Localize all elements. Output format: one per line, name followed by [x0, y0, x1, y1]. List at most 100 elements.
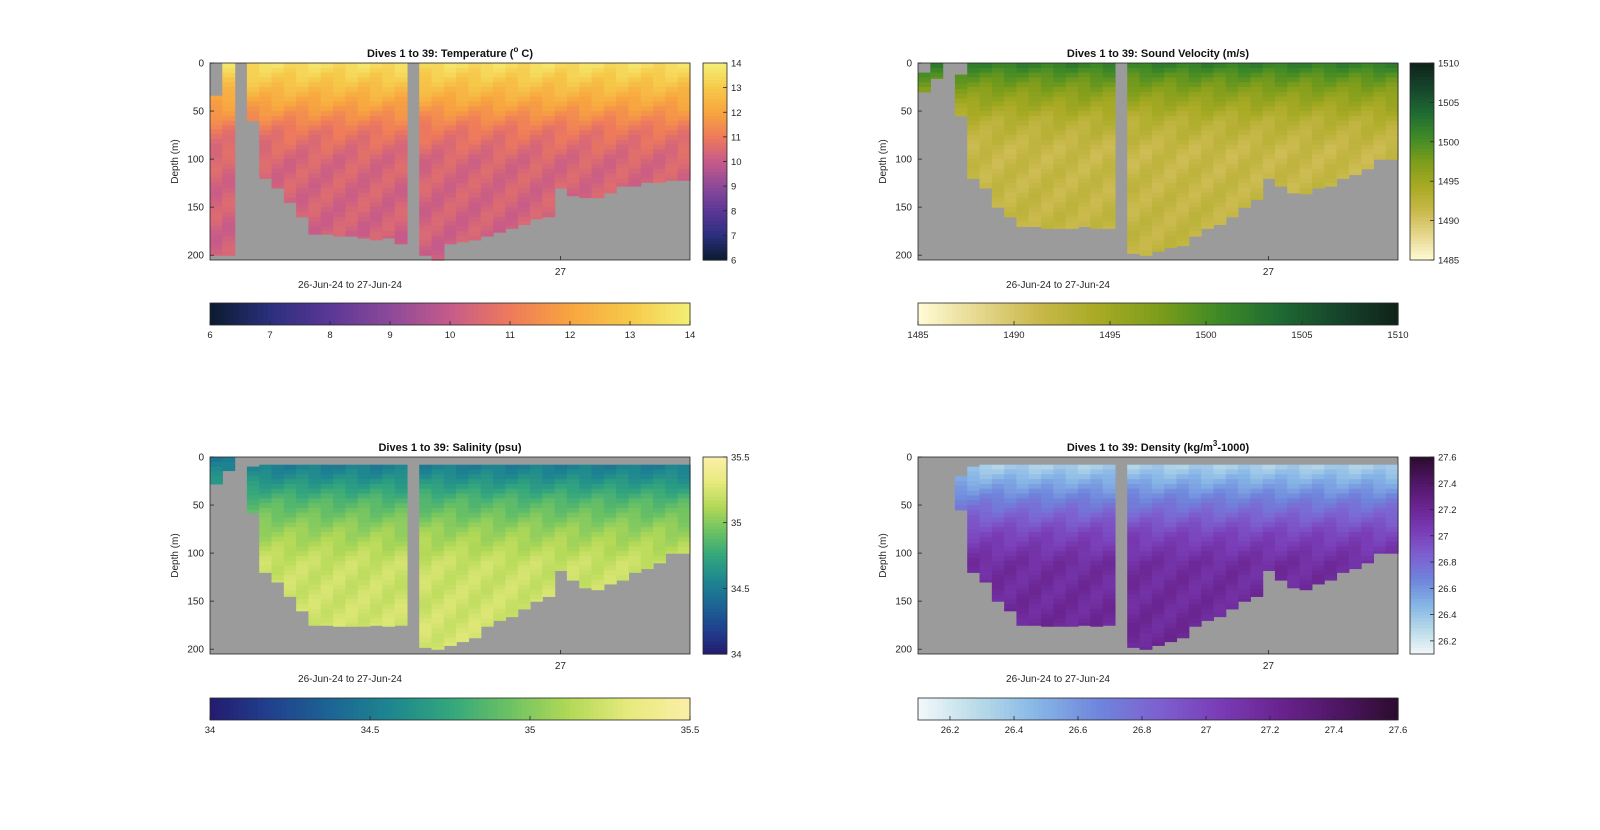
heatmap-cell	[1361, 488, 1374, 495]
heatmap-cell	[1127, 594, 1141, 600]
colorbar-segment	[1410, 102, 1434, 107]
colorbar-segment	[703, 99, 727, 103]
heatmap-cell	[394, 197, 408, 203]
heatmap-cell	[382, 498, 396, 504]
heatmap-cell	[1238, 202, 1251, 208]
heatmap-cell	[259, 517, 273, 523]
heatmap-cell	[1274, 77, 1288, 83]
colorbar-segment	[1220, 303, 1226, 325]
heatmap-cell	[259, 546, 273, 552]
colorbar-segment	[1038, 303, 1044, 325]
heatmap-cell	[1028, 488, 1042, 495]
heatmap-cell	[1041, 498, 1054, 504]
heatmap-cell	[653, 488, 666, 495]
heatmap-cell	[246, 485, 260, 492]
heatmap-cell	[1164, 464, 1178, 471]
heatmap-cell	[443, 637, 457, 644]
x-axis-label: 26-Jun-24 to 27-Jun-24	[1006, 280, 1110, 291]
heatmap-cell	[1139, 250, 1153, 256]
heatmap-cell	[210, 177, 223, 183]
heatmap-cell	[1016, 536, 1030, 543]
heatmap-cell	[542, 125, 556, 131]
heatmap-cell	[370, 474, 383, 480]
heatmap-cell	[1213, 584, 1227, 591]
heatmap-cell	[554, 77, 568, 83]
colorbar-segment	[464, 303, 470, 325]
colorbar-segment	[622, 303, 629, 325]
heatmap-cell	[1102, 613, 1116, 620]
heatmap-cell	[1201, 608, 1214, 615]
heatmap-cell	[480, 120, 494, 127]
heatmap-cell	[345, 604, 359, 610]
heatmap-cell	[1299, 507, 1313, 514]
heatmap-cell	[468, 120, 482, 127]
heatmap-cell	[1053, 197, 1067, 203]
heatmap-cell	[1262, 120, 1276, 127]
heatmap-cell	[1139, 106, 1153, 112]
heatmap-cell	[357, 211, 371, 218]
heatmap-cell	[1028, 125, 1042, 131]
heatmap-cell	[1078, 82, 1091, 88]
heatmap-cell	[283, 536, 297, 543]
heatmap-cell	[468, 565, 482, 571]
heatmap-cell	[517, 120, 531, 127]
heatmap-cell	[271, 163, 285, 170]
heatmap-cell	[345, 226, 359, 232]
heatmap-cell	[628, 168, 642, 175]
colorbar-segment	[1410, 617, 1434, 622]
heatmap-cell	[1274, 488, 1288, 495]
heatmap-cell	[1287, 144, 1301, 151]
heatmap-cell	[1151, 589, 1165, 596]
colorbar-segment	[392, 303, 398, 325]
colorbar-segment	[703, 624, 727, 629]
heatmap-cell	[1139, 531, 1153, 538]
heatmap-cell	[480, 111, 494, 117]
heatmap-cell	[640, 106, 654, 112]
colorbar-segment	[1410, 496, 1434, 501]
heatmap-cell	[1225, 464, 1239, 471]
heatmap-cell	[591, 580, 605, 586]
heatmap-cell	[530, 168, 543, 175]
heatmap-cell	[677, 464, 691, 471]
colorbar-segment	[219, 698, 225, 720]
heatmap-cell	[991, 120, 1005, 127]
heatmap-cell	[979, 101, 993, 107]
heatmap-cell	[480, 101, 494, 107]
colorbar-segment	[685, 698, 691, 720]
colorbar-segment	[703, 135, 727, 140]
heatmap-cell	[394, 154, 408, 160]
heatmap-cell	[566, 527, 580, 533]
heatmap-cell	[1102, 115, 1116, 122]
heatmap-cell	[991, 149, 1005, 155]
heatmap-cell	[296, 159, 310, 165]
heatmap-cell	[1250, 498, 1264, 504]
heatmap-cell	[1164, 216, 1178, 223]
colorbar-segment	[1033, 303, 1039, 325]
heatmap-cell	[530, 498, 543, 504]
heatmap-cell	[345, 498, 359, 504]
heatmap-cell	[1361, 111, 1374, 117]
heatmap-cell	[1238, 522, 1251, 528]
heatmap-cell	[419, 599, 433, 605]
heatmap-cell	[1348, 72, 1362, 79]
colorbar-segment	[703, 141, 727, 146]
heatmap-cell	[443, 197, 457, 203]
heatmap-cell	[554, 130, 568, 136]
heatmap-cell	[1139, 135, 1153, 141]
heatmap-cell	[419, 594, 433, 600]
colorbar-segment	[478, 698, 485, 720]
heatmap-cell	[653, 512, 666, 519]
heatmap-cell	[443, 599, 457, 605]
colorbar-segment	[1014, 303, 1020, 325]
heatmap-cell	[579, 522, 593, 528]
heatmap-cell	[1287, 106, 1301, 112]
colorbar-segment	[387, 698, 393, 720]
colorbar-segment	[445, 698, 451, 720]
heatmap-cell	[991, 139, 1005, 146]
heatmap-cell	[591, 498, 605, 504]
heatmap-cell	[419, 527, 433, 533]
heatmap-cell	[1176, 221, 1190, 227]
heatmap-cell	[616, 101, 630, 107]
heatmap-cell	[456, 594, 470, 600]
heatmap-cell	[345, 527, 359, 533]
